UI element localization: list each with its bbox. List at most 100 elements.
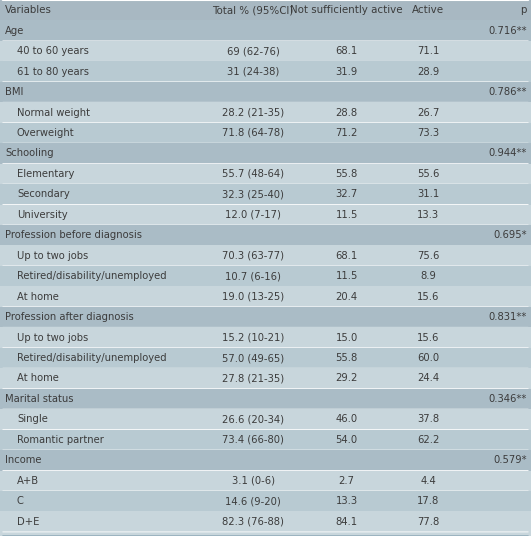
Text: 70.3 (63-77): 70.3 (63-77) [222,251,284,260]
Text: Romantic partner: Romantic partner [17,435,104,445]
Text: University: University [17,210,67,220]
Text: At home: At home [17,292,59,302]
Text: 0.716**: 0.716** [488,26,527,36]
Text: D+E: D+E [17,517,39,527]
Text: 69 (62-76): 69 (62-76) [227,46,279,56]
Bar [0,184,531,205]
Text: 55.7 (48-64): 55.7 (48-64) [222,169,284,179]
Text: Retired/disability/unemployed: Retired/disability/unemployed [17,271,167,281]
Text: Retired/disability/unemployed: Retired/disability/unemployed [17,353,167,363]
Text: Variables: Variables [5,5,52,15]
Bar [0,102,531,123]
Bar [0,368,531,389]
Bar [0,409,531,430]
Text: 2.7: 2.7 [339,476,355,486]
Text: 71.2: 71.2 [336,128,358,138]
Text: 12.0 (7-17): 12.0 (7-17) [225,210,281,220]
Bar [0,245,531,266]
Bar [0,471,531,491]
Bar [0,143,531,163]
Text: 73.4 (66-80): 73.4 (66-80) [222,435,284,445]
Text: 54.0: 54.0 [336,435,358,445]
Text: 28.9: 28.9 [417,66,439,77]
Text: 31 (24-38): 31 (24-38) [227,66,279,77]
Text: Up to two jobs: Up to two jobs [17,332,88,343]
Bar [0,20,531,41]
Text: 71.8 (64-78): 71.8 (64-78) [222,128,284,138]
Bar [0,348,531,368]
Text: 37.8: 37.8 [417,414,439,425]
Text: p: p [520,5,527,15]
Text: 28.8: 28.8 [336,108,358,117]
Text: 13.3: 13.3 [417,210,439,220]
Text: 26.6 (20-34): 26.6 (20-34) [222,414,284,425]
Text: 15.6: 15.6 [417,292,440,302]
Bar [0,62,531,82]
Text: 75.6: 75.6 [417,251,440,260]
Text: At home: At home [17,374,59,383]
Text: Profession before diagnosis: Profession before diagnosis [5,230,142,240]
Bar [0,225,531,245]
Text: 15.2 (10-21): 15.2 (10-21) [222,332,284,343]
Text: Marital status: Marital status [5,394,74,404]
Bar [0,266,531,286]
Text: 40 to 60 years: 40 to 60 years [17,46,89,56]
Text: A+B: A+B [17,476,39,486]
Text: 0.579*: 0.579* [493,455,527,465]
Text: 0.786**: 0.786** [488,87,527,97]
Bar [0,286,531,307]
Text: 11.5: 11.5 [336,271,358,281]
Bar [0,0,531,20]
Text: Secondary: Secondary [17,189,70,199]
Bar [0,307,531,327]
Text: 77.8: 77.8 [417,517,439,527]
Bar [0,511,531,532]
Text: 15.6: 15.6 [417,332,440,343]
Text: 31.1: 31.1 [417,189,439,199]
Text: Income: Income [5,455,42,465]
Text: 68.1: 68.1 [336,46,358,56]
Text: 19.0 (13-25): 19.0 (13-25) [222,292,284,302]
Text: 15.0: 15.0 [336,332,358,343]
Text: Elementary: Elementary [17,169,74,179]
Text: 3.1 (0-6): 3.1 (0-6) [232,476,275,486]
Bar [0,491,531,511]
Text: 27.8 (21-35): 27.8 (21-35) [222,374,284,383]
Text: Normal weight: Normal weight [17,108,90,117]
Text: BMI: BMI [5,87,24,97]
Text: 29.2: 29.2 [336,374,358,383]
Text: 26.7: 26.7 [417,108,440,117]
Text: 84.1: 84.1 [336,517,358,527]
Text: 20.4: 20.4 [336,292,358,302]
Text: 4.4: 4.4 [421,476,436,486]
Text: 46.0: 46.0 [336,414,358,425]
Text: 55.8: 55.8 [336,169,358,179]
Text: Schooling: Schooling [5,148,54,159]
Bar [0,123,531,143]
Text: 68.1: 68.1 [336,251,358,260]
Text: 73.3: 73.3 [417,128,439,138]
Text: 32.3 (25-40): 32.3 (25-40) [222,189,284,199]
Text: 71.1: 71.1 [417,46,440,56]
Text: Up to two jobs: Up to two jobs [17,251,88,260]
Text: 55.8: 55.8 [336,353,358,363]
Text: 31.9: 31.9 [336,66,358,77]
Text: Total % (95%CI): Total % (95%CI) [212,5,294,15]
Text: C: C [17,496,24,506]
Text: Active: Active [412,5,444,15]
Text: Not sufficiently active: Not sufficiently active [290,5,403,15]
Bar [0,163,531,184]
Text: 13.3: 13.3 [336,496,358,506]
Text: 62.2: 62.2 [417,435,440,445]
Text: 82.3 (76-88): 82.3 (76-88) [222,517,284,527]
Text: 0.944**: 0.944** [489,148,527,159]
Bar [0,205,531,225]
Text: 24.4: 24.4 [417,374,439,383]
Bar [0,327,531,348]
Text: Profession after diagnosis: Profession after diagnosis [5,312,134,322]
Text: Single: Single [17,414,48,425]
Text: 57.0 (49-65): 57.0 (49-65) [222,353,284,363]
Text: 55.6: 55.6 [417,169,440,179]
Text: 0.831**: 0.831** [489,312,527,322]
Text: 32.7: 32.7 [336,189,358,199]
